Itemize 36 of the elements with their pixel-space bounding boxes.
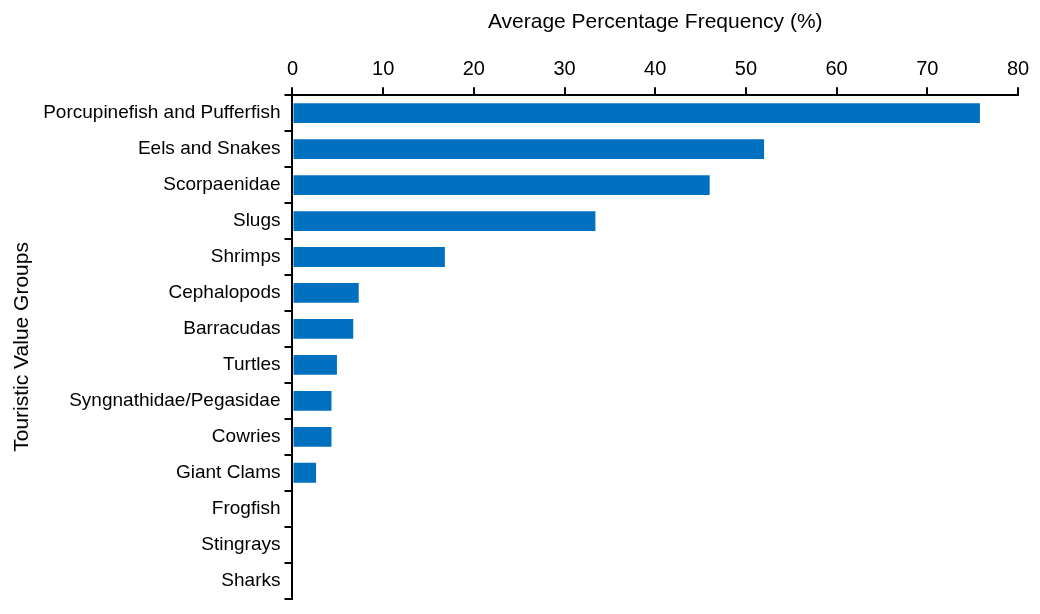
y-tick-label: Giant Clams — [175, 460, 281, 482]
x-tick-label: 40 — [644, 56, 667, 79]
bar — [293, 354, 337, 375]
y-tick-label: Stingrays — [201, 532, 281, 554]
y-tick-label: Frogfish — [211, 496, 281, 518]
x-tick-label: 50 — [734, 56, 758, 79]
x-tick-label: 10 — [372, 56, 395, 79]
y-tick-label: Syngnathidae/Pegasidae — [69, 389, 281, 411]
x-tick-label: 20 — [462, 56, 485, 79]
x-tick-label: 80 — [1006, 56, 1030, 79]
x-tick-label: 0 — [286, 56, 299, 79]
y-tick-label: Eels and Snakes — [137, 137, 281, 159]
x-tick-label: 70 — [916, 56, 939, 79]
bar — [293, 103, 980, 124]
y-tick-label: Cowries — [211, 425, 281, 447]
bar — [293, 390, 332, 411]
bar — [293, 175, 710, 195]
y-axis-title: Touristic Value Groups — [9, 242, 33, 452]
y-tick-label: Scorpaenidae — [163, 173, 281, 195]
bar — [293, 462, 317, 483]
x-axis-title: Average Percentage Frequency (%) — [487, 9, 823, 33]
bar — [293, 247, 445, 267]
y-tick-label: Slugs — [232, 209, 281, 231]
y-tick-label: Porcupinefish and Pufferfish — [43, 101, 281, 123]
y-tick-label: Shrimps — [210, 245, 281, 267]
bar — [293, 211, 596, 231]
bar — [293, 139, 765, 160]
bar — [293, 319, 354, 339]
y-tick-label: Barracudas — [183, 317, 281, 339]
x-tick-label: 60 — [825, 56, 848, 79]
y-tick-label: Sharks — [221, 568, 281, 590]
y-tick-label: Cephalopods — [168, 281, 281, 303]
y-tick-label: Turtles — [223, 353, 281, 375]
x-tick-label: 30 — [553, 56, 576, 79]
bar — [293, 283, 359, 303]
bar — [293, 426, 332, 447]
